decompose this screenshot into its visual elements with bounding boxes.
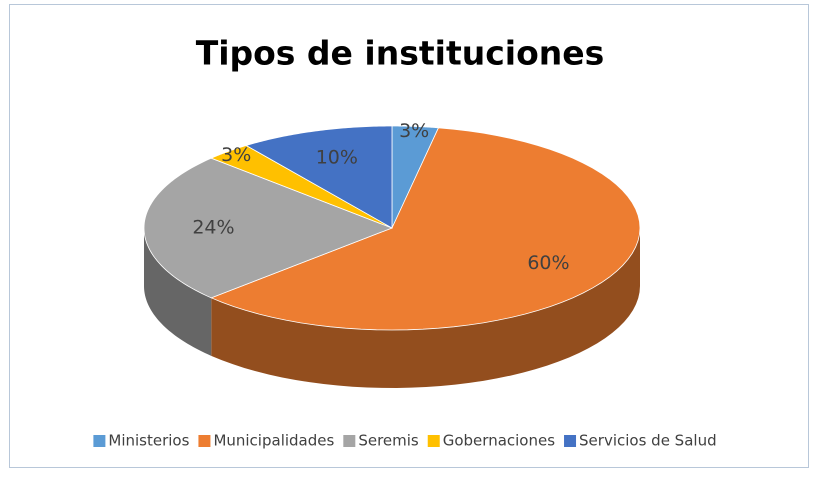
slice-side: [144, 228, 212, 356]
chart-title: Tipos de instituciones: [196, 34, 605, 73]
legend-swatch: [198, 435, 211, 447]
data-label: 60%: [527, 252, 569, 274]
legend-swatch: [427, 435, 440, 447]
data-label: 10%: [316, 147, 358, 169]
legend-label: Ministerios: [108, 432, 189, 450]
slice-side: [211, 228, 641, 388]
data-label: 3%: [221, 144, 251, 166]
slice: [143, 157, 394, 299]
legend-swatch: [564, 435, 577, 447]
legend-swatch: [343, 435, 356, 447]
slice: [210, 127, 641, 331]
legend-label: Municipalidades: [213, 432, 334, 450]
slice: [245, 125, 393, 229]
legend-label: Seremis: [358, 432, 419, 450]
legend-label: Gobernaciones: [443, 432, 555, 450]
data-label: 3%: [399, 120, 429, 142]
legend-label: Servicios de Salud: [579, 432, 717, 450]
legend-swatch: [93, 435, 106, 447]
data-label: 24%: [192, 217, 234, 239]
slice: [210, 145, 393, 229]
legend: Ministerios Municipalidades Seremis Goberna…: [93, 432, 717, 450]
